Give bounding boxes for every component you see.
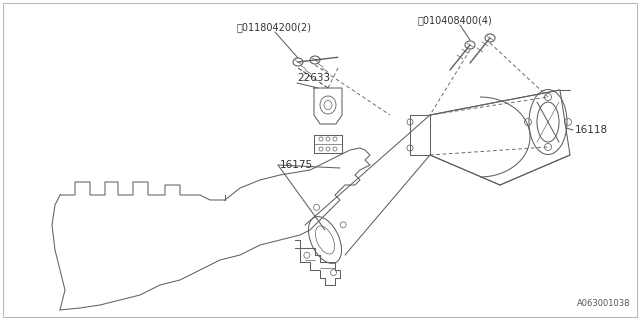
Text: 16118: 16118 xyxy=(575,125,608,135)
Text: Ⓑ010408400(4): Ⓑ010408400(4) xyxy=(418,15,493,25)
Text: 22633: 22633 xyxy=(297,73,330,83)
Text: Ⓢ011804200(2): Ⓢ011804200(2) xyxy=(237,22,312,32)
Text: A063001038: A063001038 xyxy=(577,299,630,308)
Text: 16175: 16175 xyxy=(280,160,313,170)
